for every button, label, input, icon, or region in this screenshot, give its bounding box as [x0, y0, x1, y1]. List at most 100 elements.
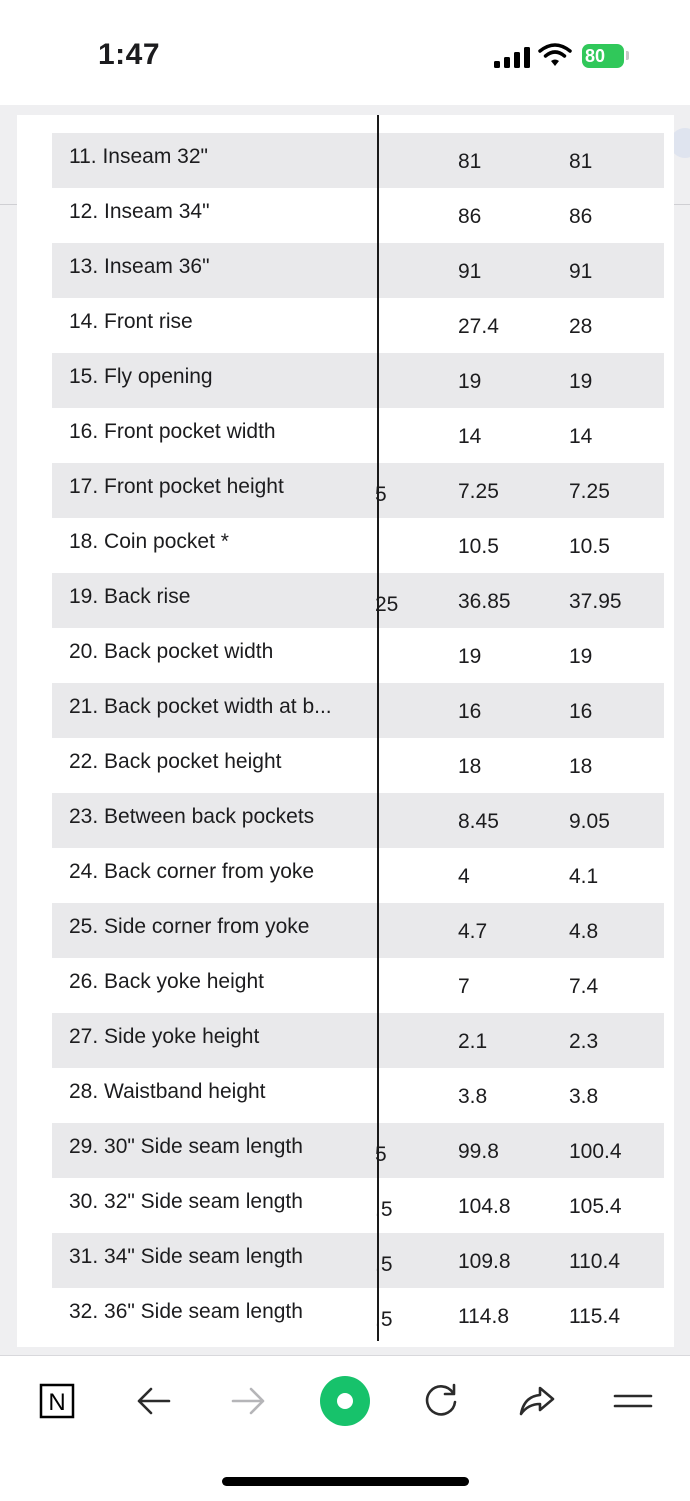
partial-cell: .5: [375, 1198, 393, 1221]
value-cell-2: 4.8: [569, 920, 599, 943]
value-cell-2: 7.4: [569, 975, 599, 998]
row-label: 30. 32" Side seam length: [69, 1190, 303, 1213]
value-cell-2: 10.5: [569, 535, 610, 558]
cellular-signal-icon: [494, 46, 530, 68]
table-row[interactable]: 18. Coin pocket * 10.5 10.5: [52, 518, 664, 573]
status-bar: 1:47 80: [0, 0, 690, 105]
table-row[interactable]: 19. Back rise 25 36.85 37.95: [52, 573, 664, 628]
value-cell-2: 2.3: [569, 1030, 599, 1053]
value-cell-2: 81: [569, 150, 593, 173]
row-label: 31. 34" Side seam length: [69, 1245, 303, 1268]
value-cell-2: 37.95: [569, 590, 622, 613]
table-row[interactable]: 11. Inseam 32" 81 81: [52, 133, 664, 188]
battery-icon: 80: [582, 44, 624, 68]
table-row[interactable]: 30. 32" Side seam length .5 104.8 105.4: [52, 1178, 664, 1233]
value-cell-1: 18: [458, 755, 482, 778]
value-cell-2: 105.4: [569, 1195, 622, 1218]
back-arrow-icon[interactable]: [128, 1376, 178, 1426]
background-divider: [674, 204, 690, 205]
partial-cell: 5: [375, 483, 387, 506]
row-label: 11. Inseam 32": [69, 145, 208, 168]
table-row[interactable]: 25. Side corner from yoke 4.7 4.8: [52, 903, 664, 958]
table-row[interactable]: 27. Side yoke height 2.1 2.3: [52, 1013, 664, 1068]
table-row[interactable]: 12. Inseam 34" 86 86: [52, 188, 664, 243]
value-cell-1: 36.85: [458, 590, 511, 613]
value-cell-2: 28: [569, 315, 593, 338]
row-label: 16. Front pocket width: [69, 420, 276, 443]
wifi-icon: [538, 42, 572, 68]
table-row[interactable]: 29. 30" Side seam length 5 99.8 100.4: [52, 1123, 664, 1178]
table-row[interactable]: 24. Back corner from yoke 4 4.1: [52, 848, 664, 903]
value-cell-1: 27.4: [458, 315, 499, 338]
value-cell-1: 7.25: [458, 480, 499, 503]
row-label: 17. Front pocket height: [69, 475, 284, 498]
battery-tip: [626, 51, 629, 60]
value-cell-1: 99.8: [458, 1140, 499, 1163]
table-row[interactable]: 16. Front pocket width 14 14: [52, 408, 664, 463]
home-indicator[interactable]: [222, 1477, 469, 1486]
background-divider: [0, 204, 18, 205]
bottom-toolbar: N: [0, 1355, 690, 1501]
value-cell-1: 10.5: [458, 535, 499, 558]
side-peek-circle: [670, 128, 690, 158]
row-label: 15. Fly opening: [69, 365, 213, 388]
table-row[interactable]: 20. Back pocket width 19 19: [52, 628, 664, 683]
value-cell-1: 19: [458, 370, 482, 393]
value-cell-2: 7.25: [569, 480, 610, 503]
value-cell-1: 86: [458, 205, 482, 228]
value-cell-1: 104.8: [458, 1195, 511, 1218]
row-label: 21. Back pocket width at b...: [69, 695, 332, 718]
row-label: 27. Side yoke height: [69, 1025, 260, 1048]
value-cell-2: 86: [569, 205, 593, 228]
row-label: 32. 36" Side seam length: [69, 1300, 303, 1323]
row-label: 14. Front rise: [69, 310, 193, 333]
share-icon[interactable]: [512, 1376, 562, 1426]
row-label: 20. Back pocket width: [69, 640, 274, 663]
partial-cell: 5: [375, 1143, 387, 1166]
row-label: 24. Back corner from yoke: [69, 860, 315, 883]
value-cell-2: 9.05: [569, 810, 610, 833]
table-row[interactable]: 17. Front pocket height 5 7.25 7.25: [52, 463, 664, 518]
forward-arrow-icon[interactable]: [224, 1376, 274, 1426]
value-cell-1: 7: [458, 975, 470, 998]
value-cell-2: 14: [569, 425, 593, 448]
table-row[interactable]: 13. Inseam 36" 91 91: [52, 243, 664, 298]
row-label: 29. 30" Side seam length: [69, 1135, 303, 1158]
value-cell-2: 18: [569, 755, 593, 778]
table-row[interactable]: 15. Fly opening 19 19: [52, 353, 664, 408]
menu-icon[interactable]: [608, 1376, 658, 1426]
value-cell-1: 4: [458, 865, 470, 888]
value-cell-1: 8.45: [458, 810, 499, 833]
table-row[interactable]: 23. Between back pockets 8.45 9.05: [52, 793, 664, 848]
notion-icon[interactable]: N: [32, 1376, 82, 1426]
value-cell-1: 16: [458, 700, 482, 723]
table-row[interactable]: 28. Waistband height 3.8 3.8: [52, 1068, 664, 1123]
record-icon[interactable]: [320, 1376, 370, 1426]
column-resize-divider[interactable]: [377, 115, 379, 1341]
table-row[interactable]: 31. 34" Side seam length .5 109.8 110.4: [52, 1233, 664, 1288]
table-row[interactable]: 22. Back pocket height 18 18: [52, 738, 664, 793]
value-cell-1: 114.8: [458, 1305, 509, 1328]
row-label: 18. Coin pocket *: [69, 530, 229, 553]
table-row[interactable]: 32. 36" Side seam length .5 114.8 115.4: [52, 1288, 664, 1343]
value-cell-2: 100.4: [569, 1140, 622, 1163]
value-cell-1: 81: [458, 150, 482, 173]
row-label: 28. Waistband height: [69, 1080, 266, 1103]
row-label: 25. Side corner from yoke: [69, 915, 310, 938]
value-cell-2: 110.4: [569, 1250, 620, 1273]
value-cell-2: 19: [569, 645, 593, 668]
table-row[interactable]: 14. Front rise 27.4 28: [52, 298, 664, 353]
status-time: 1:47: [98, 38, 161, 71]
value-cell-2: 3.8: [569, 1085, 599, 1108]
value-cell-1: 14: [458, 425, 482, 448]
table-row[interactable]: 21. Back pocket width at b... 16 16: [52, 683, 664, 738]
battery-level: 80: [585, 46, 606, 66]
row-label: 12. Inseam 34": [69, 200, 210, 223]
value-cell-2: 4.1: [569, 865, 599, 888]
row-label: 22. Back pocket height: [69, 750, 282, 773]
table-row[interactable]: 26. Back yoke height 7 7.4: [52, 958, 664, 1013]
value-cell-1: 19: [458, 645, 482, 668]
refresh-icon[interactable]: [416, 1376, 466, 1426]
value-cell-2: 91: [569, 260, 593, 283]
partial-cell: .5: [375, 1253, 393, 1276]
